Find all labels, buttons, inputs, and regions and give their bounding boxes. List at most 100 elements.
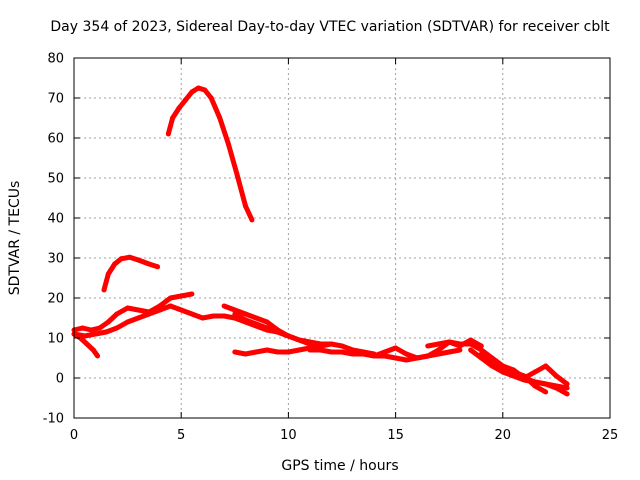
series-layer <box>71 85 570 397</box>
data-point <box>157 307 163 313</box>
data-point <box>82 333 88 339</box>
data-point <box>275 349 281 355</box>
data-point <box>543 381 549 387</box>
data-point <box>478 347 484 353</box>
data-point <box>307 339 313 345</box>
data-point <box>414 355 420 361</box>
data-point <box>125 319 131 325</box>
data-point <box>112 261 118 267</box>
data-point <box>189 291 195 297</box>
y-tick-label: 70 <box>47 92 64 107</box>
data-point <box>243 351 249 357</box>
data-point <box>125 305 131 311</box>
y-tick-label: 40 <box>47 212 64 227</box>
data-point <box>146 311 152 317</box>
data-point <box>155 264 161 270</box>
data-point <box>307 347 313 353</box>
data-point <box>543 363 549 369</box>
data-point <box>446 349 452 355</box>
data-point <box>118 256 124 262</box>
data-point <box>285 349 291 355</box>
data-point <box>285 333 291 339</box>
data-point <box>382 349 388 355</box>
data-point <box>88 327 94 333</box>
data-point <box>105 271 111 277</box>
data-point <box>521 375 527 381</box>
data-point <box>264 347 270 353</box>
data-point <box>103 329 109 335</box>
data-point <box>564 381 570 387</box>
data-point <box>371 353 377 359</box>
data-point <box>105 319 111 325</box>
chart-title: Day 354 of 2023, Sidereal Day-to-day VTE… <box>50 19 610 35</box>
data-point <box>178 293 184 299</box>
data-point <box>135 257 141 263</box>
x-tick-label: 0 <box>70 428 78 443</box>
data-point <box>232 311 238 317</box>
y-tick-label: 50 <box>47 172 64 187</box>
data-point <box>264 319 270 325</box>
x-axis-label: GPS time / hours <box>281 458 398 474</box>
data-point <box>500 365 506 371</box>
data-point <box>189 311 195 317</box>
data-point <box>101 287 107 293</box>
data-point <box>435 347 441 353</box>
data-point <box>564 391 570 397</box>
data-point <box>225 141 231 147</box>
data-point <box>170 115 176 121</box>
data-point <box>489 359 495 365</box>
data-point <box>511 371 517 377</box>
y-tick-label: 10 <box>47 332 64 347</box>
data-point <box>296 347 302 353</box>
x-tick-label: 5 <box>177 428 185 443</box>
data-point <box>564 385 570 391</box>
data-point <box>195 85 201 91</box>
data-point <box>457 347 463 353</box>
data-point <box>393 345 399 351</box>
data-point <box>328 341 334 347</box>
data-point <box>553 373 559 379</box>
data-point <box>264 325 270 331</box>
plot-frame <box>73 57 611 419</box>
data-point <box>553 383 559 389</box>
data-point <box>167 303 173 309</box>
data-point <box>135 315 141 321</box>
data-point <box>202 87 208 93</box>
data-point <box>178 307 184 313</box>
data-point <box>146 261 152 267</box>
data-point <box>90 347 96 353</box>
data-point <box>232 349 238 355</box>
data-point <box>425 353 431 359</box>
data-point <box>339 343 345 349</box>
data-point <box>232 307 238 313</box>
data-point <box>165 131 171 137</box>
data-point <box>328 349 334 355</box>
data-point <box>208 95 214 101</box>
x-tick-label: 15 <box>387 428 404 443</box>
data-point <box>243 317 249 323</box>
data-point <box>532 369 538 375</box>
data-point <box>339 349 345 355</box>
data-point <box>135 307 141 313</box>
x-tick-label: 20 <box>495 428 512 443</box>
data-point <box>532 383 538 389</box>
data-point <box>92 331 98 337</box>
y-tick-label: -10 <box>43 412 64 427</box>
data-point <box>350 351 356 357</box>
data-point <box>200 315 206 321</box>
data-point <box>457 341 463 347</box>
data-point <box>234 171 240 177</box>
data-point <box>393 355 399 361</box>
x-tick-label: 10 <box>280 428 297 443</box>
data-point <box>318 347 324 353</box>
data-point <box>97 325 103 331</box>
data-point <box>435 341 441 347</box>
data-point <box>446 339 452 345</box>
data-point <box>80 325 86 331</box>
data-point <box>114 311 120 317</box>
data-point <box>221 303 227 309</box>
data-point <box>221 313 227 319</box>
data-point <box>176 105 182 111</box>
